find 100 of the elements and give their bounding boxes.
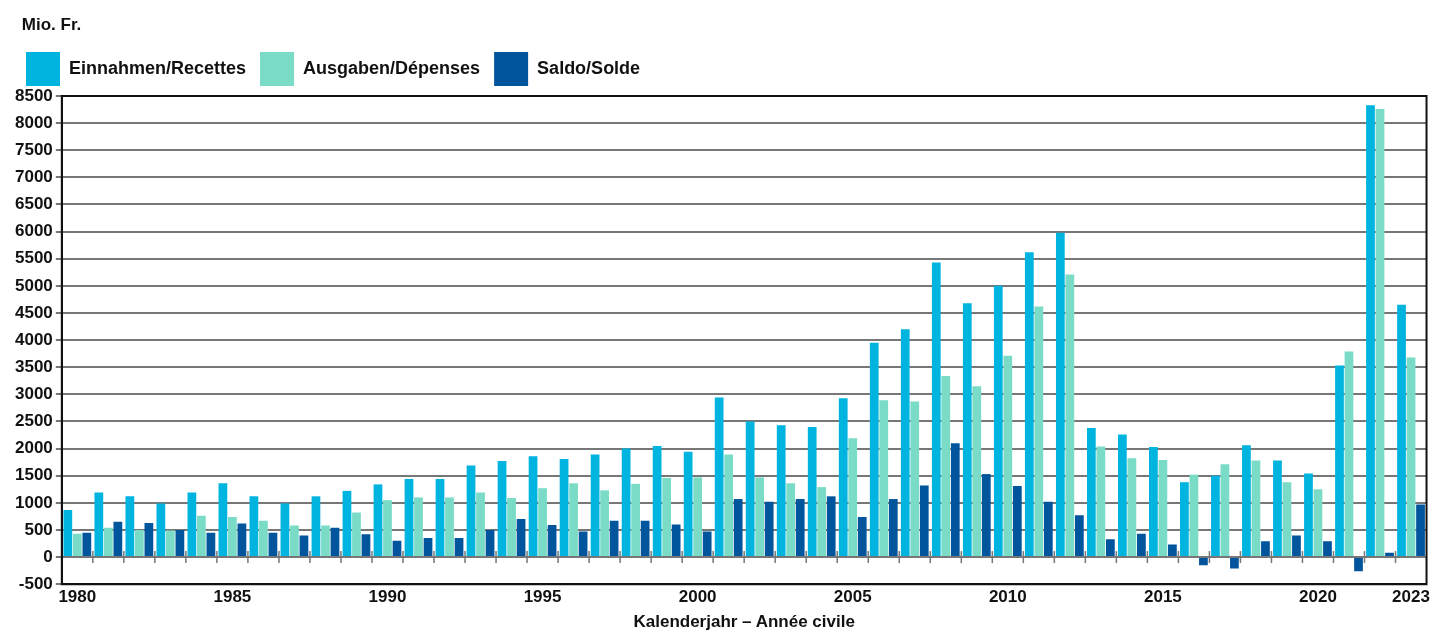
y-tick-label: 0 <box>43 546 53 566</box>
bar <box>702 531 712 557</box>
bar <box>206 532 216 557</box>
y-tick-label: 5500 <box>14 248 53 268</box>
bar <box>1323 541 1332 557</box>
bar <box>1034 306 1044 557</box>
x-tick-label: 1985 <box>213 587 252 607</box>
bar <box>724 454 734 557</box>
y-tick-label: 7000 <box>14 167 53 187</box>
bar <box>559 458 569 557</box>
bar <box>1366 105 1375 557</box>
x-tick-label: 2020 <box>1299 587 1337 607</box>
y-tick-label: 6500 <box>14 194 53 214</box>
bar <box>857 516 867 557</box>
bar <box>1230 558 1239 569</box>
bar <box>445 497 454 557</box>
bar <box>414 497 423 557</box>
bar <box>1012 486 1022 557</box>
bar <box>569 483 578 557</box>
bar <box>1282 482 1292 557</box>
bar <box>590 454 600 557</box>
bar <box>103 527 113 557</box>
bar <box>972 386 982 557</box>
y-tick-label: 8000 <box>14 112 53 132</box>
bar <box>63 509 73 557</box>
bar <box>237 523 247 557</box>
x-tick-label: 1990 <box>368 587 407 607</box>
bar <box>485 529 495 557</box>
bar <box>733 499 743 557</box>
bar <box>311 496 321 557</box>
bar <box>693 477 703 557</box>
bar <box>888 499 898 557</box>
bar <box>941 375 951 557</box>
bar <box>786 483 796 557</box>
y-tick-label: 4500 <box>14 302 53 322</box>
bar <box>1106 539 1115 557</box>
bar <box>1251 460 1261 557</box>
y-tick-label: 5000 <box>14 275 53 295</box>
bar <box>1313 489 1323 557</box>
bar <box>745 421 755 557</box>
y-tick-label: 2500 <box>14 411 53 431</box>
bar <box>1292 535 1301 557</box>
bar <box>392 540 402 557</box>
bar <box>1127 458 1137 557</box>
bar <box>454 538 464 557</box>
bar <box>423 538 433 557</box>
bar <box>342 490 352 557</box>
bar <box>879 400 889 557</box>
bar <box>476 492 485 557</box>
y-tick-label: 4000 <box>14 329 53 349</box>
bar <box>466 465 476 557</box>
bar <box>826 496 836 557</box>
bar <box>156 503 166 557</box>
bar <box>869 342 879 557</box>
bar <box>321 525 330 557</box>
y-tick-label: 7500 <box>14 139 53 159</box>
bar <box>1304 473 1313 557</box>
bar <box>144 522 154 557</box>
bar <box>683 451 693 557</box>
bar <box>817 487 827 557</box>
bar <box>187 492 197 557</box>
bar <box>1273 460 1282 557</box>
bar <box>1096 446 1106 557</box>
bar <box>1211 475 1220 557</box>
bar <box>1335 365 1344 557</box>
y-axis-title: Mio. Fr. <box>21 15 82 35</box>
bar <box>962 303 972 557</box>
bar <box>259 520 268 557</box>
bar <box>776 425 786 557</box>
bar <box>373 484 383 557</box>
bar <box>1375 109 1385 557</box>
y-tick-label: 3500 <box>14 356 53 376</box>
bar <box>950 443 960 557</box>
bar <box>1220 464 1230 557</box>
bar <box>1180 482 1189 557</box>
bar <box>1137 533 1146 557</box>
bar <box>516 519 526 557</box>
bar <box>993 285 1003 557</box>
bar <box>404 478 414 557</box>
bar <box>72 533 82 557</box>
bar <box>848 438 858 557</box>
bar <box>268 532 278 557</box>
bar <box>497 461 507 557</box>
bar <box>671 524 681 557</box>
bar <box>218 483 228 557</box>
bar <box>352 512 361 557</box>
legend-label: Saldo/Solde <box>537 57 641 78</box>
bar <box>1003 355 1013 557</box>
bar <box>1168 544 1177 557</box>
bar <box>631 483 640 557</box>
bar <box>1416 504 1425 557</box>
bar <box>714 397 724 557</box>
bar <box>1406 357 1416 557</box>
bar <box>228 516 237 557</box>
bar <box>125 496 135 557</box>
bar <box>621 448 631 557</box>
x-tick-label: 2015 <box>1143 587 1182 607</box>
bar <box>1199 558 1208 566</box>
bar <box>807 426 817 557</box>
bar <box>1242 445 1251 557</box>
